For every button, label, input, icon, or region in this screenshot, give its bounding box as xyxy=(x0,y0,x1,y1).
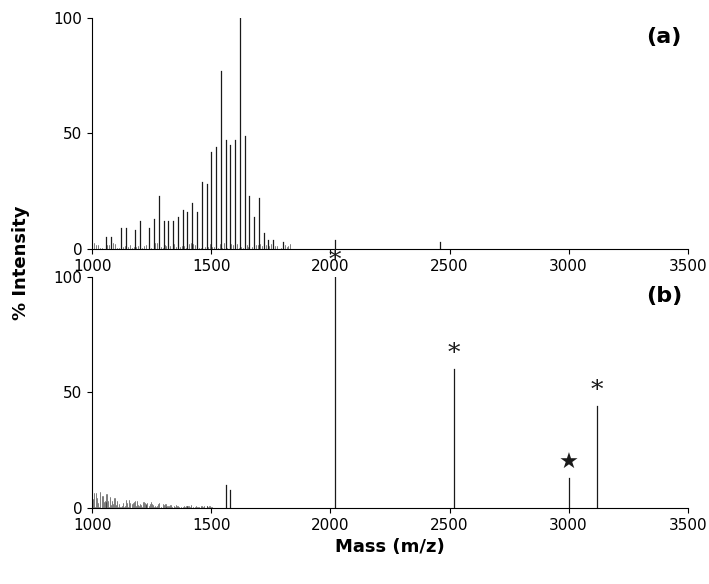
Text: (a): (a) xyxy=(646,27,681,47)
Text: *: * xyxy=(329,249,342,272)
Text: ★: ★ xyxy=(559,453,579,474)
Text: *: * xyxy=(591,378,603,402)
Text: *: * xyxy=(448,342,461,364)
X-axis label: Mass (m/z): Mass (m/z) xyxy=(335,538,445,557)
Text: (b): (b) xyxy=(646,286,682,306)
Text: % Intensity: % Intensity xyxy=(12,206,30,320)
